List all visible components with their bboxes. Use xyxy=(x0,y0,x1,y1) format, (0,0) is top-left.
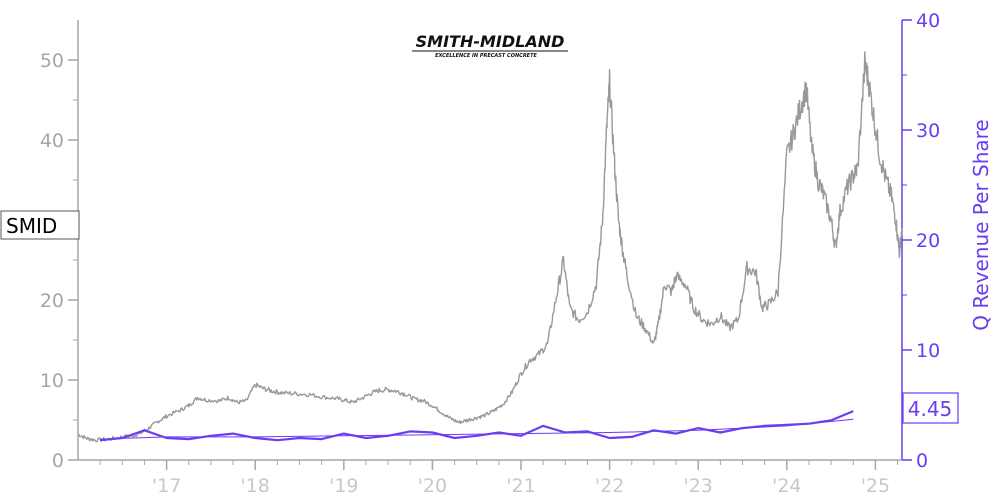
left-tick-label: 50 xyxy=(40,50,64,72)
x-tick-label: '21 xyxy=(506,475,535,497)
ticker-label: SMID xyxy=(0,210,80,240)
right-tick-label: 0 xyxy=(916,450,928,472)
right-tick-label: 10 xyxy=(916,340,940,362)
x-tick-label: '17 xyxy=(152,475,181,497)
price-series-line xyxy=(77,51,903,443)
x-tick-label: '25 xyxy=(861,475,890,497)
x-tick-label: '18 xyxy=(241,475,270,497)
x-tick-label: '24 xyxy=(772,475,801,497)
last-value-box xyxy=(902,392,959,424)
revenue-trend-line xyxy=(100,418,854,440)
x-tick-label: '23 xyxy=(684,475,713,497)
right-axis: 0 10 20 30 40 xyxy=(901,10,940,472)
left-axis: 01020304050 xyxy=(40,20,79,472)
series-layer xyxy=(77,51,903,443)
left-tick-label: 40 xyxy=(40,130,64,152)
ticker-text: SMID xyxy=(6,214,57,238)
right-tick-label: 20 xyxy=(916,230,940,252)
left-tick-label: 10 xyxy=(40,370,64,392)
last-value-label: 4.45 xyxy=(902,392,959,424)
logo-name: SMITH-MIDLAND xyxy=(416,32,565,51)
right-tick-label: 30 xyxy=(916,120,940,142)
ticker-box xyxy=(0,210,80,240)
left-tick-label: 20 xyxy=(40,290,64,312)
logo-tagline: EXCELLENCE IN PRECAST CONCRETE xyxy=(435,53,537,59)
right-tick-label: 40 xyxy=(916,10,940,32)
x-axis: '17 '18 '19 '20 '21 '22 '23 '24 '25 xyxy=(78,459,902,497)
company-logo: SMITH-MIDLAND EXCELLENCE IN PRECAST CONC… xyxy=(412,32,568,59)
x-tick-label: '22 xyxy=(595,475,624,497)
x-tick-label: '20 xyxy=(418,475,447,497)
last-value-text: 4.45 xyxy=(908,397,953,421)
revenue-series-line xyxy=(100,410,854,442)
left-tick-label: 0 xyxy=(52,450,64,472)
x-tick-label: '19 xyxy=(329,475,358,497)
right-axis-title: Q Revenue Per Share xyxy=(969,119,993,331)
